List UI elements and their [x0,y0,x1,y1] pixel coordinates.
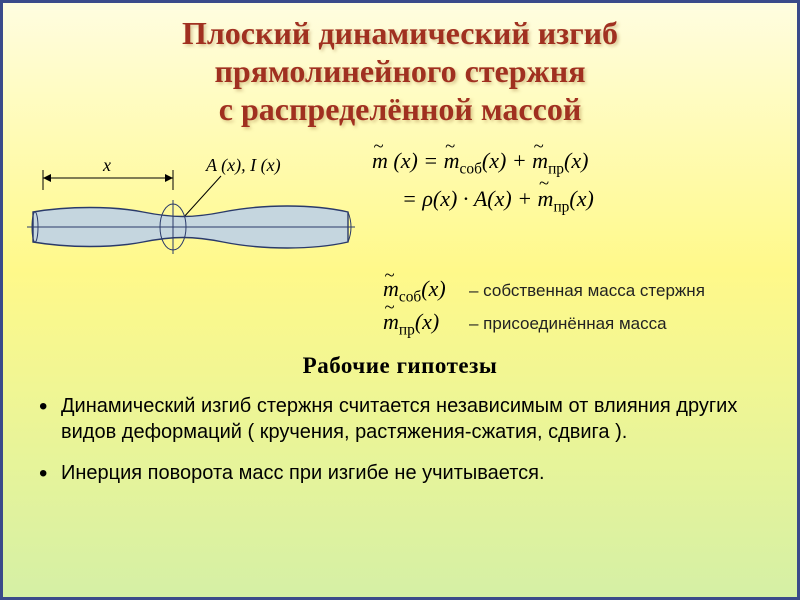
title-line-2: прямолинейного стержня [214,53,585,89]
hypotheses-title: Рабочие гипотезы [23,353,777,379]
legend-sym-own: ~mсоб(x) [383,276,461,306]
mass-equations: ~m (x) = ~mсоб(x) + ~mпр(x) = ρ(x) · A(x… [372,140,594,219]
title-line-3: с распределённой массой [219,91,582,127]
upper-row: x A (x), I (x) ~m (x) = [23,140,777,270]
eq-line-2: = ρ(x) · A(x) + ~mпр(x) [372,182,594,219]
list-item: Инерция поворота масс при изгибе не учит… [37,460,763,486]
legend-text-added: – присоединённая масса [469,314,667,334]
beam-svg: x A (x), I (x) [23,140,358,270]
hypotheses-list: Динамический изгиб стержня считается нез… [23,393,777,486]
slide: Плоский динамический изгиб прямолинейног… [0,0,800,600]
legend-text-own: – собственная масса стержня [469,281,705,301]
eq-line-1: ~m (x) = ~mсоб(x) + ~mпр(x) [372,144,594,181]
list-item: Динамический изгиб стержня считается нез… [37,393,763,446]
legend: ~mсоб(x) – собственная масса стержня ~mп… [383,276,777,339]
legend-row-2: ~mпр(x) – присоединённая масса [383,309,777,339]
legend-sym-added: ~mпр(x) [383,309,461,339]
beam-diagram: x A (x), I (x) [23,140,358,270]
section-label: A (x), I (x) [205,155,281,176]
slide-title: Плоский динамический изгиб прямолинейног… [23,15,777,128]
title-line-1: Плоский динамический изгиб [182,15,618,51]
legend-row-1: ~mсоб(x) – собственная масса стержня [383,276,777,306]
x-label: x [102,155,111,175]
